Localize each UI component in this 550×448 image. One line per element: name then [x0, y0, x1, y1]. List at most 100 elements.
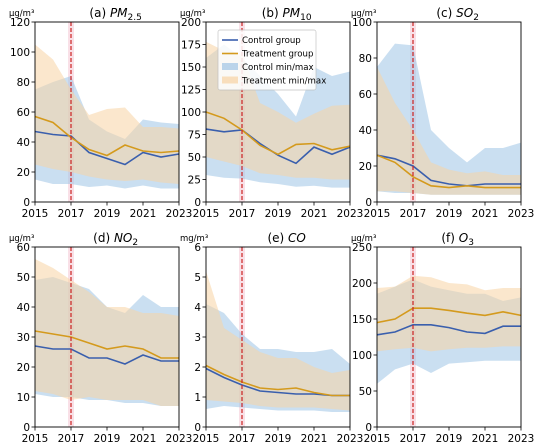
y-tick-label: 80: [17, 77, 30, 89]
unit-label: µg/m³: [9, 234, 34, 244]
legend-control-group-label: Control group: [242, 36, 301, 46]
treatment-group-line: [34, 330, 179, 359]
x-tick-label: 2015: [364, 433, 391, 445]
x-tick-label: 2019: [265, 433, 292, 445]
unit-label: µg/m³: [9, 9, 34, 19]
y-tick-label: 50: [188, 152, 201, 164]
x-tick-label: 2017: [58, 433, 85, 445]
panel-1: 0 20 40 60 80 100 120 2015 2017 2019 2021 2023 µg/m³…: [9, 6, 192, 220]
y-tick-label: 5: [194, 272, 201, 284]
x-tick-label: 2023: [508, 433, 535, 445]
x-tick-label: 2017: [229, 208, 256, 220]
y-tick-label: 40: [17, 302, 30, 314]
panel-3: 0 20 40 60 80 100 2015 2017 2019 2021 2023 µg/m³ (c)…: [351, 6, 534, 220]
y-tick-label: 120: [10, 17, 30, 29]
panel-title-prefix: (a): [89, 6, 110, 20]
y-tick-label: 100: [181, 107, 201, 119]
panel-5: 0 1 2 3 4 5 6 2015 2017 2019 2021 2023 mg/m³ (e) CO: [180, 231, 363, 445]
x-tick-label: 2019: [265, 208, 292, 220]
y-tick-label: 100: [352, 350, 372, 362]
unit-label: mg/m³: [180, 234, 208, 244]
x-tick-label: 2017: [400, 208, 427, 220]
legend-treatment-minmax-swatch: [222, 76, 238, 84]
control-group-line: [376, 323, 521, 336]
y-tick-label: 0: [194, 197, 201, 209]
panel-title: (e) CO: [267, 231, 305, 245]
y-tick-label: 25: [188, 174, 201, 186]
x-tick-label: 2015: [22, 433, 49, 445]
y-tick-label: 40: [359, 125, 372, 137]
control-group-line: [376, 154, 521, 187]
panel-title-subscript: 3: [468, 238, 474, 248]
panel-title: (b) PM10: [262, 6, 312, 23]
x-tick-label: 2019: [94, 208, 121, 220]
x-tick-label: 2021: [301, 433, 328, 445]
control-group-line: [34, 130, 180, 166]
treatment-minmax-band: [35, 44, 179, 184]
treatment-group-line: [376, 154, 521, 189]
panel-title-prefix: (f): [441, 231, 458, 245]
y-tick-label: 125: [181, 84, 201, 96]
y-tick-label: 150: [181, 62, 201, 74]
y-tick-label: 200: [352, 278, 372, 290]
y-tick-label: 4: [194, 302, 201, 314]
x-tick-label: 2023: [337, 208, 364, 220]
x-tick-label: 2023: [166, 208, 193, 220]
unit-label: µg/m³: [351, 9, 376, 19]
unit-label: µg/m³: [180, 9, 205, 19]
y-tick-label: 1: [194, 392, 201, 404]
y-tick-label: 50: [359, 386, 372, 398]
x-tick-label: 2017: [400, 433, 427, 445]
panel-title-pollutant: SO: [456, 6, 473, 20]
x-tick-label: 2023: [166, 433, 193, 445]
panel-title-prefix: (e): [267, 231, 288, 245]
panel-title-pollutant: PM: [110, 6, 128, 20]
panel-title-prefix: (b): [262, 6, 283, 20]
y-tick-label: 0: [365, 422, 372, 434]
y-tick-label: 60: [17, 242, 30, 254]
panel-title-pollutant: PM: [283, 6, 301, 20]
panel-title: (d) NO2: [93, 231, 138, 248]
legend-control-minmax-label: Control min/max: [242, 63, 314, 73]
panel-title-pollutant: O: [459, 231, 468, 245]
legend-control-minmax-swatch: [222, 63, 238, 70]
panel-title: (c) SO2: [436, 6, 479, 23]
y-tick-label: 40: [17, 137, 30, 149]
x-tick-label: 2021: [130, 208, 157, 220]
panel-title: (f) O3: [441, 231, 474, 248]
y-tick-label: 250: [352, 242, 372, 254]
treatment-group-line: [34, 115, 180, 157]
y-tick-label: 2: [194, 362, 201, 374]
y-tick-label: 75: [188, 129, 201, 141]
x-tick-label: 2021: [472, 433, 499, 445]
panel-title-subscript: 2.5: [128, 13, 142, 23]
y-tick-label: 3: [194, 332, 201, 344]
y-tick-label: 50: [17, 272, 30, 284]
x-tick-label: 2017: [229, 433, 256, 445]
x-tick-label: 2017: [58, 208, 85, 220]
y-tick-label: 60: [17, 107, 30, 119]
x-tick-label: 2019: [436, 208, 463, 220]
panel-title-pollutant: NO: [114, 231, 132, 245]
unit-label: µg/m³: [351, 234, 376, 244]
legend-treatment-group-label: Treatment group: [241, 50, 313, 60]
y-tick-label: 6: [194, 242, 201, 254]
y-tick-label: 100: [10, 47, 30, 59]
x-tick-label: 2021: [130, 433, 157, 445]
treatment-minmax-band: [35, 259, 179, 406]
x-tick-label: 2015: [22, 208, 49, 220]
y-tick-label: 30: [17, 332, 30, 344]
panel-title-subscript: 2: [132, 238, 138, 248]
legend-treatment-minmax-label: Treatment min/max: [241, 77, 326, 87]
treatment-group-line: [205, 364, 350, 397]
panel-4: 0 10 20 30 40 50 60 2015 2017 2019 2021 2023 µg/m³ (d…: [9, 231, 192, 445]
y-tick-label: 100: [352, 17, 372, 29]
panel-6: 0 50 100 150 200 250 2015 2017 2019 2021 2023 µg/m³…: [351, 231, 534, 445]
y-tick-label: 20: [17, 362, 30, 374]
y-tick-label: 60: [359, 89, 372, 101]
panel-title: (a) PM2.5: [89, 6, 141, 23]
x-tick-label: 2021: [472, 208, 499, 220]
x-tick-label: 2015: [193, 208, 220, 220]
control-group-line: [205, 128, 351, 165]
